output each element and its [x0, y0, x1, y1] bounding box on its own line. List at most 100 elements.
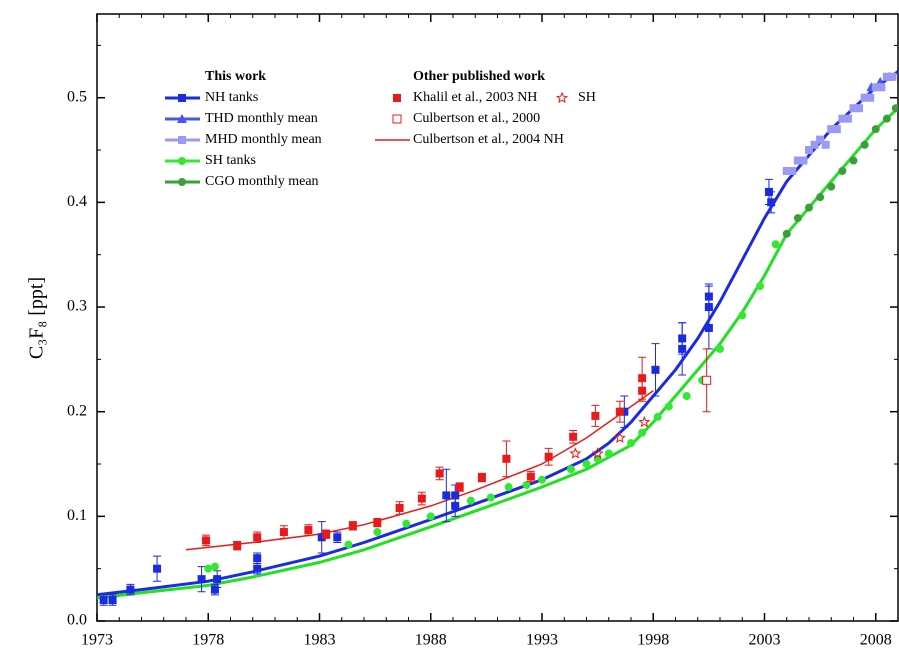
x-tick-label: 1983 [304, 632, 336, 649]
x-tick-label: 1973 [81, 632, 113, 649]
marker [882, 114, 891, 123]
marker [344, 540, 353, 549]
marker [395, 503, 404, 512]
marker [638, 428, 647, 437]
y-tick-label: 0.4 [67, 193, 87, 210]
legend-label: SH tanks [205, 153, 256, 168]
marker [178, 157, 186, 165]
marker [442, 491, 451, 500]
marker [849, 104, 858, 113]
marker [756, 282, 765, 291]
marker [569, 447, 582, 459]
y-tick-label: 0.3 [67, 298, 87, 315]
marker [178, 178, 186, 186]
y-tick-label: 0.0 [67, 612, 87, 629]
legend-item: SH tanks [165, 153, 256, 168]
marker [613, 431, 626, 443]
marker [153, 564, 162, 573]
legend-item: Culbertson et al., 2000 [392, 111, 540, 126]
marker [843, 114, 852, 123]
marker [317, 533, 326, 542]
marker [793, 156, 802, 165]
marker [253, 533, 262, 542]
marker [435, 469, 444, 478]
marker [486, 493, 495, 502]
marker [197, 575, 206, 584]
marker [860, 93, 869, 102]
marker [178, 94, 186, 102]
marker [651, 365, 660, 374]
legend-label: Culbertson et al., 2004 NH [413, 132, 564, 147]
marker [348, 521, 357, 530]
marker [477, 473, 486, 482]
marker [627, 439, 635, 448]
marker [615, 407, 624, 416]
marker [538, 475, 546, 484]
marker [810, 140, 819, 149]
marker [877, 83, 886, 92]
y-axis-label: C₃F₈ [ppt] [26, 277, 48, 359]
marker [891, 104, 898, 113]
marker [653, 412, 662, 421]
plot-area [97, 70, 898, 606]
marker [126, 585, 135, 594]
marker [177, 114, 187, 123]
marker [373, 518, 382, 527]
marker [555, 91, 569, 104]
marker [402, 519, 411, 528]
marker [827, 125, 836, 134]
legend-item: Khalil et al., 2003 NH [393, 90, 537, 105]
marker [591, 411, 600, 420]
y-tick-label: 0.1 [67, 507, 87, 524]
marker [816, 135, 825, 144]
marker [682, 391, 691, 400]
marker [466, 496, 475, 505]
marker [871, 125, 880, 134]
marker [253, 564, 262, 573]
marker [178, 136, 186, 144]
x-tick-label: 1993 [526, 632, 558, 649]
legend-item: NH tanks [165, 90, 258, 105]
marker [827, 182, 836, 191]
marker [816, 193, 825, 202]
marker [108, 596, 117, 605]
marker [210, 562, 219, 571]
x-tick-label: 1978 [192, 632, 224, 649]
legend-label: Culbertson et al., 2000 [413, 111, 540, 126]
marker [373, 528, 382, 537]
legend-label: THD monthly mean [205, 111, 318, 126]
marker [805, 203, 813, 212]
marker [782, 229, 791, 238]
marker [638, 415, 651, 428]
marker [333, 533, 342, 542]
legend-item: CGO monthly mean [165, 174, 319, 189]
marker [582, 460, 591, 469]
marker [704, 292, 713, 301]
marker [204, 564, 213, 573]
marker [860, 140, 869, 149]
marker [866, 93, 875, 102]
marker [279, 528, 288, 537]
marker [210, 585, 219, 594]
marker [821, 140, 830, 149]
y-tick-label: 0.5 [67, 88, 87, 105]
legend-label: Khalil et al., 2003 NH [413, 90, 537, 105]
legend-title: Other published work [413, 69, 545, 84]
x-tick-label: 2003 [749, 632, 781, 649]
marker [838, 114, 847, 123]
marker [799, 156, 808, 165]
marker [566, 465, 575, 474]
marker [805, 146, 813, 155]
marker [871, 83, 880, 92]
x-tick-label: 1998 [637, 632, 669, 649]
y-tick-label: 0.2 [67, 402, 87, 419]
data-line [97, 107, 898, 600]
legend-label: SH [578, 90, 596, 105]
marker [620, 407, 629, 416]
marker [304, 525, 313, 534]
marker [638, 386, 647, 395]
marker [782, 166, 791, 175]
marker [882, 72, 891, 81]
legend-label: MHD monthly mean [205, 132, 322, 147]
